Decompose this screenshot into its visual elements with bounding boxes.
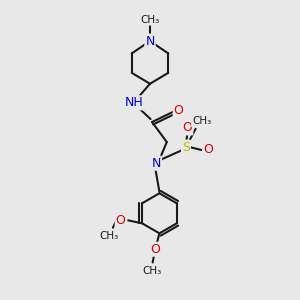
Text: O: O (203, 143, 213, 157)
Text: O: O (116, 214, 125, 227)
Text: N: N (145, 34, 155, 48)
Text: CH₃: CH₃ (192, 116, 211, 126)
Text: S: S (182, 141, 190, 154)
Text: O: O (150, 243, 160, 256)
Text: N: N (152, 157, 161, 170)
Text: CH₃: CH₃ (140, 15, 160, 25)
Text: O: O (174, 104, 184, 117)
Text: O: O (182, 122, 192, 134)
Text: NH: NH (124, 96, 143, 110)
Text: CH₃: CH₃ (142, 266, 162, 276)
Text: CH₃: CH₃ (100, 231, 119, 241)
